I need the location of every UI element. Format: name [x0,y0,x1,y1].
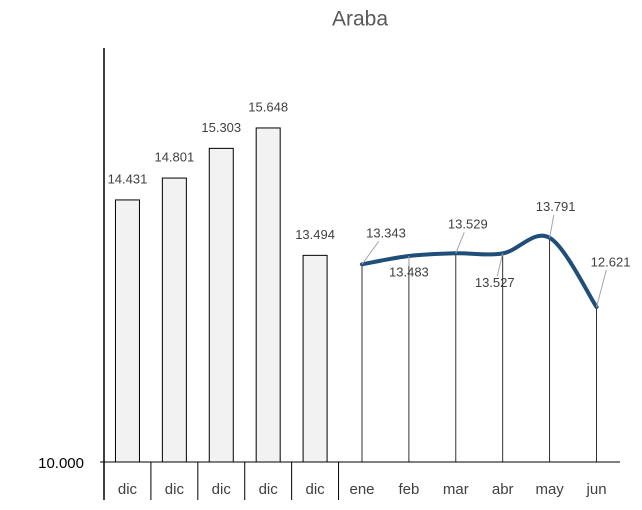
line-value-label: 13.791 [536,199,576,214]
y-tick-label: 10.000 [38,455,84,472]
x-tick-label: dic [212,481,232,498]
leader-line [496,253,504,277]
leader-line [455,232,465,254]
leader-line [549,214,555,238]
bar-value-label: 14.801 [154,149,194,164]
bar [255,127,281,463]
leader-line [596,269,607,308]
x-tick-label: feb [398,481,419,498]
x-tick-label: dic [118,481,138,498]
bar [114,199,140,463]
bar-value-label: 14.431 [108,171,148,186]
bar [302,254,328,463]
chart-title: Araba [332,8,388,31]
x-tick-label: ene [349,481,374,498]
bar [161,177,187,463]
line-value-label: 13.343 [366,226,406,241]
x-tick-label: may [535,481,564,498]
x-tick-label: dic [259,481,279,498]
x-tick-label: dic [305,481,325,498]
line-value-label: 12.621 [591,254,631,269]
bar [208,147,234,463]
line-value-label: 13.483 [389,264,429,279]
line-value-label: 13.529 [448,217,488,232]
line-value-label: 13.527 [475,275,515,290]
x-tick-label: abr [492,481,514,498]
leader-line [361,240,380,265]
line [360,233,599,309]
bar-value-label: 15.303 [201,120,241,135]
x-tick-label: mar [443,481,469,498]
bar-value-label: 13.494 [295,227,335,242]
x-tick-label: jun [586,481,607,498]
x-tick-label: dic [165,481,185,498]
bar-value-label: 15.648 [248,99,288,114]
